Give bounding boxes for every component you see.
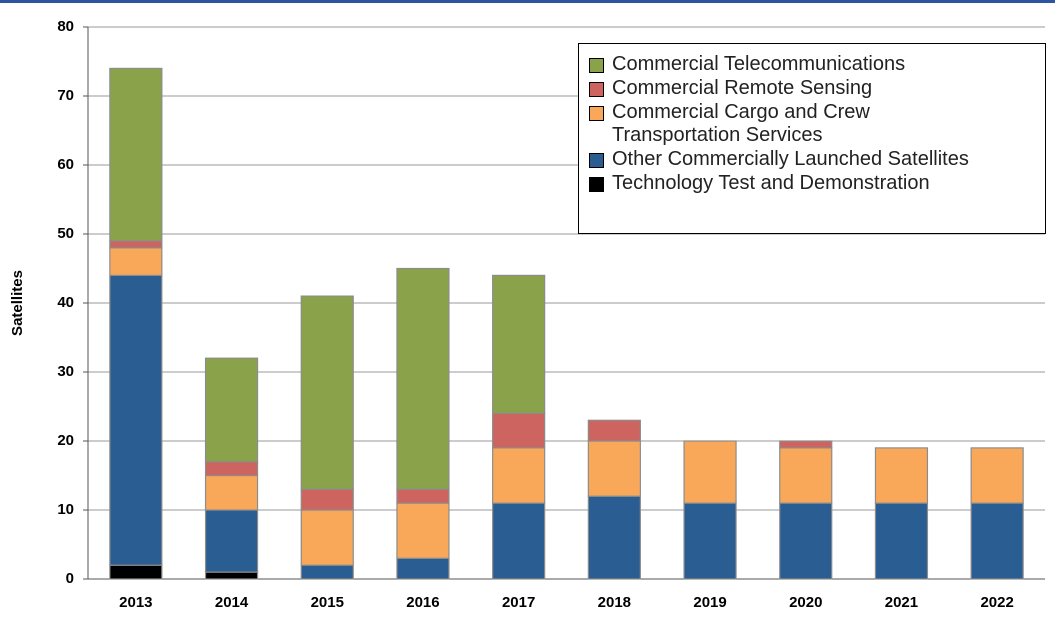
bar-segment <box>109 67 163 242</box>
legend-label: Commercial Cargo and Crew Transportation… <box>612 101 870 146</box>
y-tick-label: 20 <box>57 432 74 449</box>
legend-item: Commercial Remote Sensing <box>589 77 1045 100</box>
bar-segment <box>587 495 641 580</box>
legend-swatch <box>589 82 604 97</box>
bar-segment <box>204 571 259 580</box>
legend-item: Commercial Telecommunications <box>589 53 1045 76</box>
y-tick-label: 60 <box>57 156 74 173</box>
y-tick-label: 40 <box>57 294 74 311</box>
y-tick-label: 50 <box>57 225 74 242</box>
x-tick-label: 2020 <box>789 594 822 611</box>
x-tick-label: 2013 <box>119 594 152 611</box>
bar-segment <box>396 267 450 490</box>
bar-segment <box>204 461 259 477</box>
x-tick-label: 2018 <box>598 594 631 611</box>
bar-segment <box>970 447 1024 504</box>
bar-segment <box>874 502 929 580</box>
bar-segment <box>109 274 163 566</box>
bar-segment <box>587 440 641 497</box>
legend: Commercial Telecommunications Commercial … <box>578 43 1046 234</box>
bar-segment <box>492 274 546 414</box>
bar-segment <box>300 509 354 566</box>
x-tick-label: 2019 <box>693 594 726 611</box>
x-tick-label: 2022 <box>980 594 1013 611</box>
bar-segment <box>779 440 833 449</box>
legend-label: Commercial Remote Sensing <box>612 77 873 99</box>
legend-item: Other Commercially Launched Satellites <box>589 148 1045 171</box>
bar-segment <box>683 502 737 580</box>
bar-segment <box>204 474 259 511</box>
bar-segment <box>300 295 354 490</box>
bar-segment <box>396 557 450 580</box>
y-tick-label: 80 <box>57 18 74 35</box>
y-tick-label: 10 <box>57 501 74 518</box>
bar-segment <box>204 357 259 463</box>
legend-item: Technology Test and Demonstration <box>589 172 1045 195</box>
bar-segment <box>204 509 259 573</box>
x-tick-label: 2015 <box>311 594 344 611</box>
bar-segment <box>587 419 641 442</box>
bar-segment <box>396 488 450 504</box>
y-tick-label: 70 <box>57 87 74 104</box>
y-tick-label: 0 <box>66 570 74 587</box>
y-tick-label: 30 <box>57 363 74 380</box>
bar-segment <box>779 502 833 580</box>
bar-segment <box>492 412 546 449</box>
bar-segment <box>300 564 354 580</box>
legend-swatch <box>589 106 604 121</box>
bar-segment <box>109 247 163 277</box>
legend-item: Commercial Cargo and Crew Transportation… <box>589 101 1045 147</box>
bar-segment <box>874 447 929 504</box>
top-rule <box>0 0 1055 3</box>
bar-segment <box>109 564 163 580</box>
bar-segment <box>683 440 737 504</box>
legend-swatch <box>589 177 604 192</box>
bar-segment <box>396 502 450 559</box>
bar-segment <box>109 240 163 249</box>
x-tick-label: 2021 <box>885 594 918 611</box>
legend-label: Other Commercially Launched Satellites <box>612 148 969 170</box>
y-axis-title: Satellites <box>9 270 26 336</box>
legend-swatch <box>589 58 604 73</box>
bar-segment <box>970 502 1024 580</box>
x-tick-label: 2016 <box>406 594 439 611</box>
bar-segment <box>300 488 354 511</box>
bar-segment <box>492 502 546 580</box>
bar-segment <box>779 447 833 504</box>
bar-segment <box>492 447 546 504</box>
legend-swatch <box>589 153 604 168</box>
x-tick-label: 2014 <box>215 594 249 611</box>
x-tick-label: 2017 <box>502 594 535 611</box>
legend-label: Commercial Telecommunications <box>612 53 906 75</box>
legend-label: Technology Test and Demonstration <box>612 172 930 194</box>
